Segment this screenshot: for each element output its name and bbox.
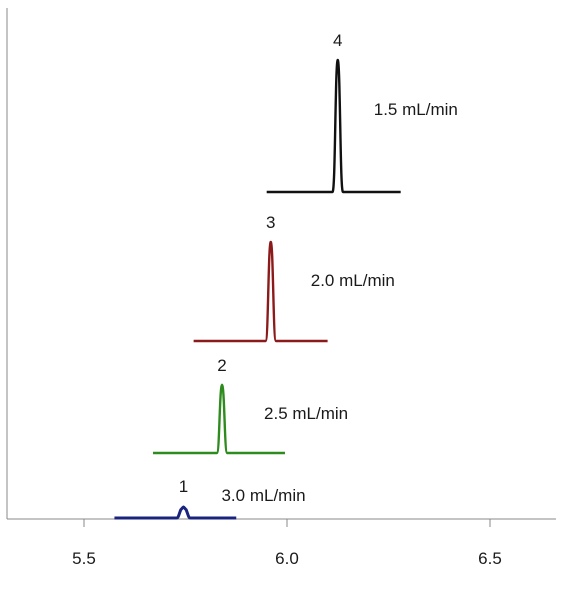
peak-number-label: 4 [333,31,342,50]
peak-labels: 1 3.0 mL/min 2 2.5 mL/min 3 2.0 mL/min 4 1.5 mL… [179,31,458,505]
trace-4 [266,58,401,194]
peak-number-label: 2 [217,356,226,375]
x-tick-label: 6.0 [275,549,299,568]
flow-rate-label: 2.0 mL/min [311,271,395,290]
flow-rate-label: 1.5 mL/min [374,100,458,119]
x-axis-ticks: 5.5 6.0 6.5 [72,519,502,568]
x-tick-label: 6.5 [478,549,502,568]
peak-number-label: 3 [266,213,275,232]
peak-number-label: 1 [179,477,188,496]
chromatogram-traces [114,58,401,520]
trace-2 [153,383,285,455]
flow-rate-label: 3.0 mL/min [221,486,305,505]
trace-3 [193,240,328,343]
trace-1 [114,505,237,520]
flow-rate-label: 2.5 mL/min [264,404,348,423]
x-tick-label: 5.5 [72,549,96,568]
